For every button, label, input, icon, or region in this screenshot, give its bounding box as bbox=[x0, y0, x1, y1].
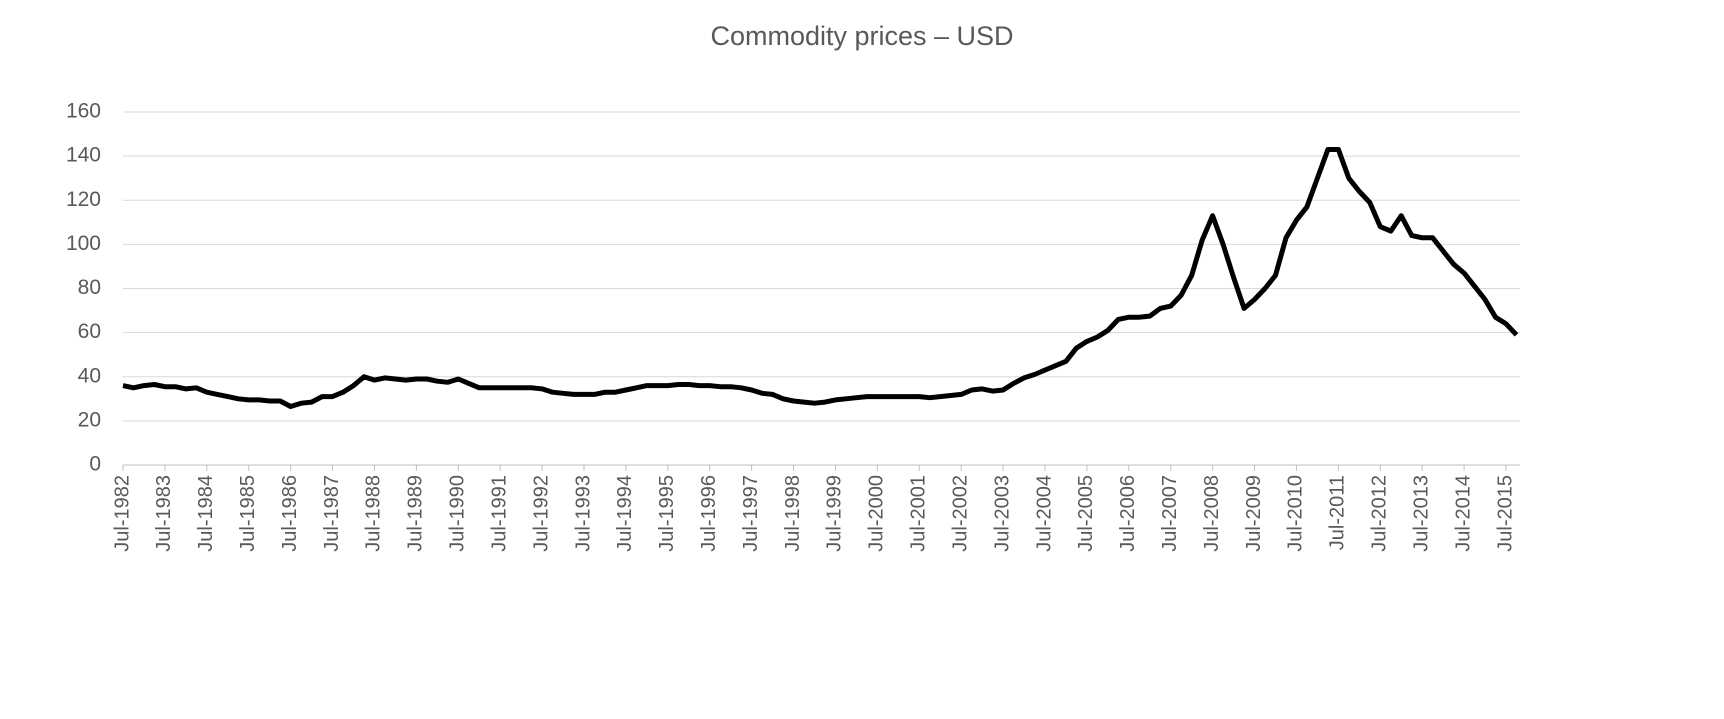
x-tick-label: Jul-1995 bbox=[656, 475, 678, 552]
x-tick-label: Jul-1994 bbox=[614, 475, 636, 552]
x-tick-label: Jul-2008 bbox=[1201, 475, 1223, 552]
y-tick-label: 140 bbox=[66, 144, 101, 167]
x-tick-label: Jul-2001 bbox=[908, 475, 930, 552]
x-tick-label: Jul-2012 bbox=[1369, 475, 1391, 552]
x-tick-label: Jul-2005 bbox=[1075, 475, 1097, 552]
x-tick-label: Jul-1984 bbox=[195, 475, 217, 552]
y-tick-label: 160 bbox=[66, 100, 101, 123]
x-tick-label: Jul-2007 bbox=[1159, 475, 1181, 552]
x-tick-label: Jul-1997 bbox=[740, 475, 762, 552]
x-tick-label: Jul-2010 bbox=[1285, 475, 1307, 552]
y-tick-label: 40 bbox=[78, 364, 101, 387]
x-tick-label: Jul-1998 bbox=[782, 475, 804, 552]
x-tick-label: Jul-1996 bbox=[698, 475, 720, 552]
y-tick-label: 20 bbox=[78, 408, 101, 431]
x-tick-label: Jul-1987 bbox=[321, 475, 343, 552]
x-tick-label: Jul-2004 bbox=[1033, 475, 1055, 552]
y-tick-label: 100 bbox=[66, 232, 101, 255]
x-tick-label: Jul-1986 bbox=[279, 475, 301, 552]
x-tick-label: Jul-2002 bbox=[949, 475, 971, 552]
x-tick-label: Jul-2011 bbox=[1327, 475, 1349, 550]
x-tick-label: Jul-2014 bbox=[1452, 475, 1474, 552]
x-tick-label: Jul-1989 bbox=[405, 475, 427, 552]
y-tick-label: 60 bbox=[78, 320, 101, 343]
x-tick-label: Jul-1982 bbox=[111, 475, 133, 552]
x-tick-label: Jul-2015 bbox=[1494, 475, 1516, 552]
x-tick-label: Jul-1991 bbox=[488, 475, 510, 552]
y-tick-label: 80 bbox=[78, 276, 101, 299]
x-tick-label: Jul-2006 bbox=[1117, 475, 1139, 552]
x-tick-label: Jul-2009 bbox=[1243, 475, 1265, 552]
y-tick-label: 0 bbox=[89, 453, 101, 476]
x-tick-label: Jul-1990 bbox=[447, 475, 469, 552]
line bbox=[122, 147, 1519, 409]
x-tick-label: Jul-1992 bbox=[530, 475, 552, 552]
x-tick-label: Jul-1988 bbox=[363, 475, 385, 552]
x-tick-label: Jul-1985 bbox=[237, 475, 259, 552]
x-tick-label: Jul-1993 bbox=[572, 475, 594, 552]
x-tick-label: Jul-1999 bbox=[824, 475, 846, 552]
x-tick-label: Jul-2000 bbox=[866, 475, 888, 552]
x-tick-label: Jul-2013 bbox=[1410, 475, 1432, 552]
y-tick-label: 120 bbox=[66, 188, 101, 211]
x-tick-label: Jul-1983 bbox=[153, 475, 175, 552]
x-tick-label: Jul-2003 bbox=[991, 475, 1013, 552]
chart-title: Commodity prices – USD bbox=[710, 21, 1013, 51]
